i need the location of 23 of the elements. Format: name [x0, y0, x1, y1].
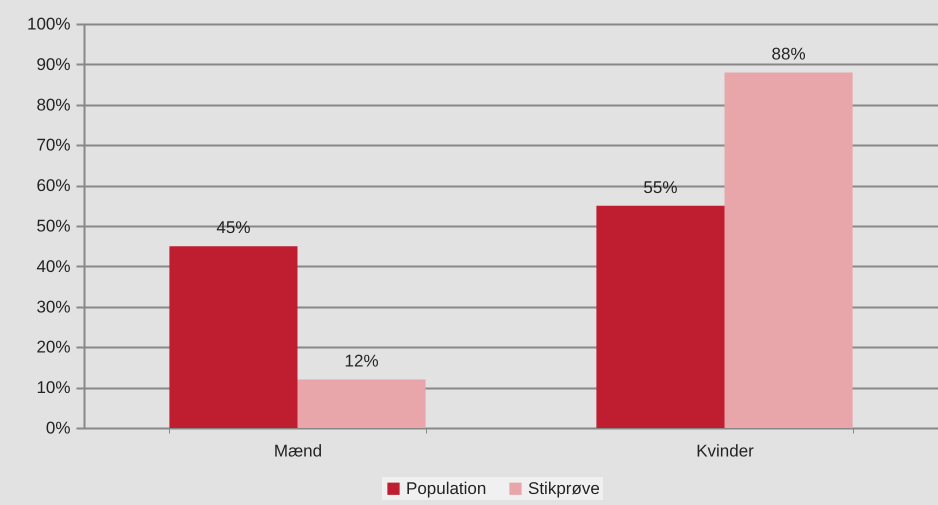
y-tick-label: 90% [36, 54, 70, 74]
y-tick-label: 50% [36, 216, 70, 236]
legend-label: Population [406, 478, 486, 498]
y-tick-label: 20% [36, 338, 70, 357]
legend-label: Stikprøve [528, 478, 600, 498]
data-label: 88% [772, 44, 806, 64]
bar [724, 72, 853, 428]
y-tick-label: 80% [36, 95, 70, 114]
bar [169, 246, 298, 428]
data-label: 12% [344, 352, 379, 371]
y-tick-label: 40% [36, 256, 70, 276]
data-label: 45% [216, 218, 250, 238]
y-tick-label: 0% [46, 418, 70, 438]
data-label: 55% [643, 178, 678, 197]
y-tick-label: 60% [36, 176, 70, 196]
x-tick-label: Kvinder [696, 442, 754, 460]
y-tick-label: 70% [36, 136, 70, 155]
y-tick-label: 100% [27, 14, 70, 34]
y-tick-label: 10% [36, 378, 70, 398]
y-tick-label: 30% [36, 297, 70, 316]
x-tick-label: Mænd [274, 442, 322, 460]
bar [596, 206, 724, 428]
bar [298, 380, 426, 428]
